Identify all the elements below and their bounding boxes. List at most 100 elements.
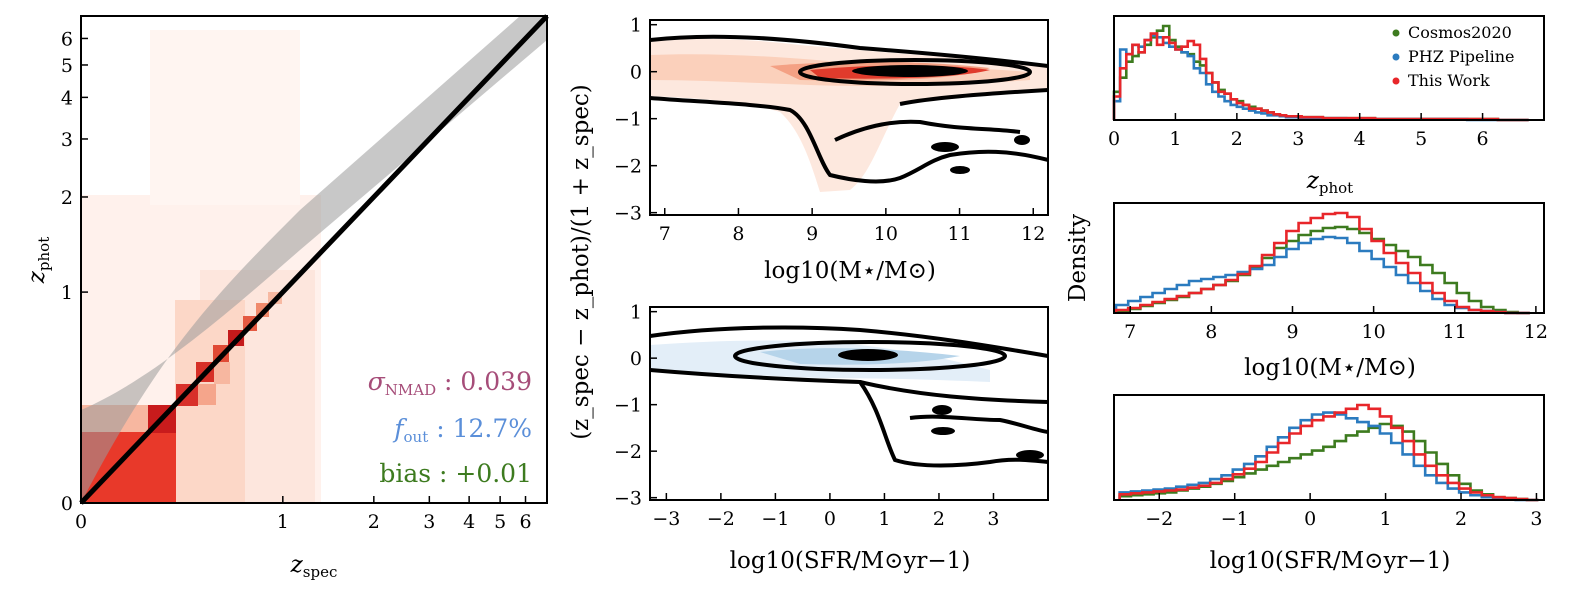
x-tick-label: 6 bbox=[519, 511, 531, 533]
x-tick-label: 1 bbox=[878, 508, 890, 530]
x-tick-label: 12 bbox=[1524, 321, 1548, 343]
bias-annotation: bias : +0.01 bbox=[379, 459, 532, 488]
x-tick-label: −2 bbox=[1145, 508, 1173, 530]
hist-line-phz-pipeline bbox=[1114, 235, 1530, 315]
y-tick-label: 0 bbox=[630, 62, 642, 84]
y-axis-ticks-2: 1 0 −1 −2 −3 bbox=[614, 15, 657, 225]
legend-marker bbox=[1392, 77, 1400, 85]
x-axis-label-2: log10(M⋆/M⊙) bbox=[764, 258, 936, 284]
x-tick-label: 2 bbox=[933, 508, 945, 530]
axes-frame-3 bbox=[649, 306, 1049, 501]
legend: Cosmos2020 PHZ Pipeline This Work bbox=[1392, 23, 1515, 90]
x-tick-label: 3 bbox=[1292, 128, 1304, 150]
y-tick-label: 1 bbox=[61, 282, 73, 304]
hist-line-phz-pipeline bbox=[1118, 411, 1539, 502]
x-tick-label: 4 bbox=[463, 511, 475, 533]
y-tick-label: 2 bbox=[61, 187, 73, 209]
x-tick-label: −3 bbox=[652, 508, 680, 530]
y-tick-label: −3 bbox=[614, 488, 642, 510]
x-axis-label-4: zphot bbox=[1306, 168, 1353, 197]
density-y-axis-label: Density bbox=[1065, 214, 1091, 302]
legend-marker bbox=[1392, 53, 1400, 61]
x-tick-label: 10 bbox=[874, 223, 898, 245]
x-tick-label: 8 bbox=[1205, 321, 1217, 343]
x-tick-label: 11 bbox=[1443, 321, 1467, 343]
x-tick-label: 9 bbox=[806, 223, 818, 245]
x-tick-label: 1 bbox=[277, 511, 289, 533]
x-axis-label-1: zspec bbox=[290, 552, 338, 581]
contours-2 bbox=[650, 34, 1048, 184]
x-tick-label: −1 bbox=[1221, 508, 1249, 530]
contour-line bbox=[909, 414, 1048, 434]
x-tick-label: 11 bbox=[947, 223, 971, 245]
residual-y-axis-label: (z_spec − z_phot)/(1 + z_spec) bbox=[568, 84, 594, 440]
contours-3 bbox=[650, 325, 1048, 468]
x-tick-label: 2 bbox=[368, 511, 380, 533]
x-tick-label: 0 bbox=[1304, 508, 1316, 530]
contour-blob bbox=[1016, 450, 1044, 460]
y-axis-ticks-3: 1 0 −1 −2 −3 bbox=[614, 302, 657, 510]
y-tick-label: −2 bbox=[614, 156, 642, 178]
y-axis-label-1: zphot bbox=[24, 237, 53, 284]
contour-line bbox=[650, 96, 1048, 184]
x-tick-label: 6 bbox=[1477, 128, 1489, 150]
axes-frame-2 bbox=[649, 19, 1049, 216]
x-tick-label: 0 bbox=[75, 511, 87, 533]
x-tick-label: 7 bbox=[1124, 321, 1136, 343]
sigma-nmad-annotation: σNMAD : 0.039 bbox=[368, 367, 532, 399]
contour-core bbox=[852, 65, 968, 77]
y-tick-label: −1 bbox=[614, 395, 642, 417]
contour-line bbox=[650, 368, 1048, 468]
contour-blob bbox=[931, 427, 955, 435]
hist-line-this-work bbox=[1118, 403, 1539, 502]
fout-annotation: fout : 12.7% bbox=[392, 414, 532, 446]
x-axis-label-3: log10(SFR/M⊙yr−1) bbox=[730, 548, 971, 574]
panel-hist-sfr: −2 −1 0 1 2 3 log10(SFR/M⊙yr−1) bbox=[1113, 394, 1545, 574]
x-axis-label-5: log10(M⋆/M⊙) bbox=[1244, 355, 1416, 381]
panel-residual-mass: 7 8 9 10 11 12 10−1−2−3 log10(M⋆/M⊙) bbox=[614, 15, 1049, 284]
y-tick-label: 0 bbox=[61, 493, 73, 515]
y-tick-label: −1 bbox=[614, 109, 642, 131]
x-tick-label: 3 bbox=[423, 511, 435, 533]
contour-line bbox=[798, 58, 1032, 86]
x-tick-label: 0 bbox=[1108, 128, 1120, 150]
x-axis-ticks-5: 7 8 9 10 11 12 bbox=[1124, 306, 1548, 343]
x-axis-label-6: log10(SFR/M⊙yr−1) bbox=[1210, 548, 1451, 574]
contour-core bbox=[838, 349, 898, 361]
axes-frame-6 bbox=[1113, 394, 1545, 501]
y-tick-label: 6 bbox=[61, 28, 73, 50]
legend-label: PHZ Pipeline bbox=[1408, 47, 1515, 66]
axes-frame-4 bbox=[1113, 15, 1545, 121]
x-tick-label: 2 bbox=[1231, 128, 1243, 150]
panel-hist-mass: 7 8 9 10 11 12 log10(M⋆/M⊙) bbox=[1113, 202, 1548, 381]
axes-frame-1 bbox=[80, 15, 548, 504]
contour-line bbox=[834, 119, 1021, 142]
contour-line bbox=[859, 380, 1048, 404]
y-tick-label: 1 bbox=[630, 15, 642, 37]
one-to-one-line bbox=[79, 14, 549, 505]
x-axis-ticks-2: 7 8 9 10 11 12 bbox=[659, 208, 1045, 245]
x-tick-label: 3 bbox=[987, 508, 999, 530]
x-tick-label: 4 bbox=[1354, 128, 1366, 150]
contour-blob bbox=[1014, 135, 1030, 145]
y-tick-label: −2 bbox=[614, 441, 642, 463]
x-tick-label: 1 bbox=[1380, 508, 1392, 530]
x-tick-label: 10 bbox=[1362, 321, 1386, 343]
legend-label: Cosmos2020 bbox=[1408, 23, 1512, 42]
axes-frame-5 bbox=[1113, 202, 1545, 314]
contour-line bbox=[650, 34, 1048, 68]
x-tick-label: 1 bbox=[1169, 128, 1181, 150]
y-tick-label: 0 bbox=[630, 348, 642, 370]
contour-line bbox=[650, 325, 1048, 358]
x-axis-ticks-4: 0 1 2 3 4 5 6 bbox=[1108, 113, 1489, 150]
x-tick-label: −1 bbox=[761, 508, 789, 530]
hist-line-this-work bbox=[1114, 211, 1530, 315]
x-tick-label: 9 bbox=[1286, 321, 1298, 343]
x-tick-label: 0 bbox=[824, 508, 836, 530]
y-tick-label: −3 bbox=[614, 203, 642, 225]
x-tick-label: 8 bbox=[732, 223, 744, 245]
